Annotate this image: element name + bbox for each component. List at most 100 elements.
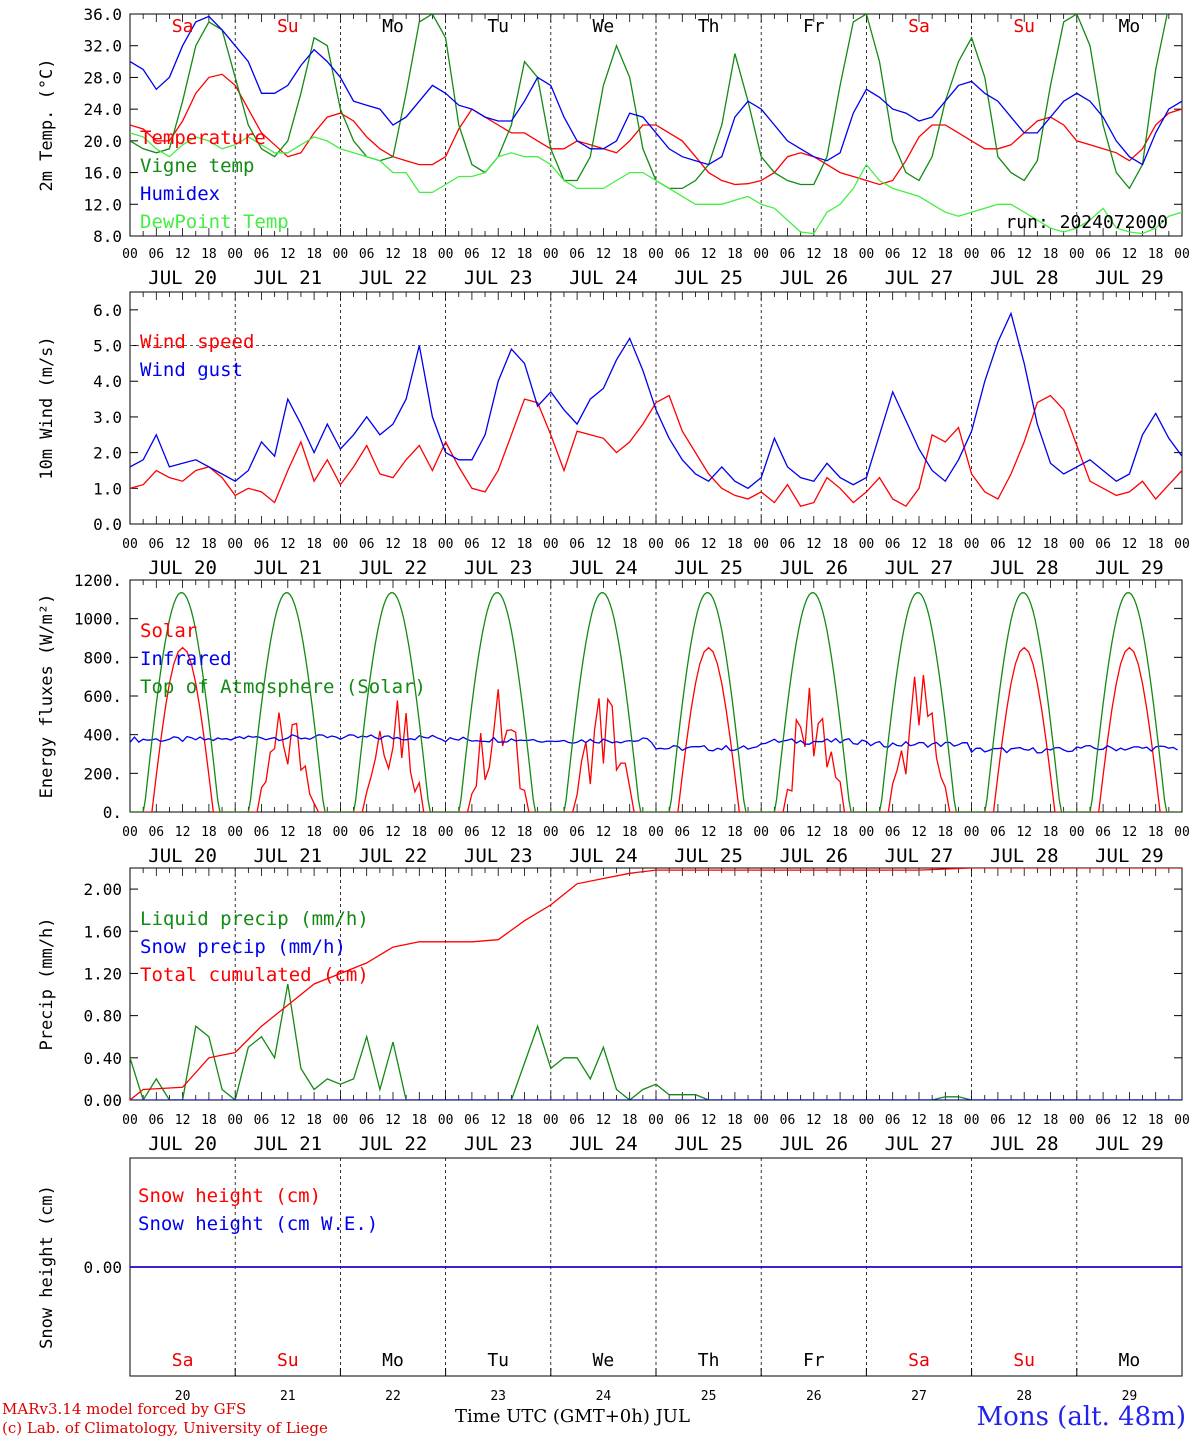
- y-tick-label: 36.0: [83, 5, 122, 24]
- y-tick-label: 0.00: [83, 1258, 122, 1277]
- date-label: JUL 26: [779, 557, 848, 579]
- date-label: JUL 22: [359, 557, 428, 579]
- hour-tick-label: 12: [280, 247, 296, 262]
- credit-line-1: MARv3.14 model forced by GFS: [2, 1400, 247, 1418]
- credit-line-2: (c) Lab. of Climatology, University of L…: [2, 1419, 328, 1437]
- y-tick-label: 800.: [83, 648, 122, 667]
- date-label: JUL 21: [253, 557, 322, 579]
- date-label: JUL 25: [674, 845, 743, 867]
- hour-tick-label: 12: [490, 537, 506, 552]
- y-axis-label: 10m Wind (m/s): [37, 336, 57, 479]
- hour-tick-label: 00: [543, 1113, 559, 1128]
- hour-tick-label: 00: [859, 1113, 875, 1128]
- hour-tick-label: 12: [911, 825, 927, 840]
- legend-entry: Vigne temp: [140, 155, 254, 177]
- hour-tick-label: 12: [1122, 537, 1138, 552]
- hour-tick-label: 18: [306, 825, 322, 840]
- hour-tick-label: 12: [175, 1113, 191, 1128]
- y-tick-label: 32.0: [83, 37, 122, 56]
- hour-tick-label: 00: [1174, 247, 1190, 262]
- day-number-label: 22: [385, 1389, 401, 1404]
- hour-tick-label: 00: [543, 825, 559, 840]
- hour-tick-label: 00: [438, 537, 454, 552]
- hour-tick-label: 18: [517, 537, 533, 552]
- hour-tick-label: 06: [359, 537, 375, 552]
- hour-tick-label: 00: [859, 247, 875, 262]
- weekday-label: Su: [277, 1350, 299, 1371]
- hour-tick-label: 06: [569, 825, 585, 840]
- hour-tick-label: 12: [1016, 1113, 1032, 1128]
- hour-tick-label: 00: [964, 825, 980, 840]
- date-label: JUL 23: [464, 1133, 533, 1155]
- hour-tick-label: 18: [1148, 825, 1164, 840]
- hour-tick-label: 18: [937, 247, 953, 262]
- y-tick-label: 5.0: [93, 337, 122, 356]
- hour-tick-label: 12: [911, 247, 927, 262]
- hour-tick-label: 12: [596, 247, 612, 262]
- series-line: [130, 132, 1182, 235]
- legend-entry: Liquid precip (mm/h): [140, 908, 369, 930]
- hour-tick-label: 00: [333, 1113, 349, 1128]
- hour-tick-label: 06: [254, 825, 270, 840]
- hour-tick-label: 12: [806, 247, 822, 262]
- hour-tick-label: 00: [333, 537, 349, 552]
- panel-precip: 0.00 0.40 0.80 1.20 1.60 2.00 Precip (mm/h) 00 0…: [37, 867, 1190, 1155]
- hour-tick-label: 12: [280, 537, 296, 552]
- legend-entry: Total cumulated (cm): [140, 964, 369, 986]
- hour-tick-label: 18: [622, 537, 638, 552]
- hour-tick-label: 00: [122, 1113, 138, 1128]
- date-label: JUL 23: [464, 267, 533, 289]
- date-label: JUL 28: [990, 845, 1059, 867]
- series-group: [130, 868, 1182, 1100]
- date-label: JUL 21: [253, 267, 322, 289]
- hour-tick-label: 12: [911, 1113, 927, 1128]
- date-label: JUL 28: [990, 267, 1059, 289]
- series-line: [130, 311, 1182, 490]
- hour-tick-label: 12: [701, 825, 717, 840]
- hour-tick-label: 18: [727, 825, 743, 840]
- y-tick-label: 24.0: [83, 100, 122, 119]
- hour-tick-label: 12: [596, 1113, 612, 1128]
- hour-tick-label: 18: [832, 537, 848, 552]
- hour-tick-label: 18: [1043, 1113, 1059, 1128]
- hour-tick-label: 06: [780, 247, 796, 262]
- hour-tick-label: 12: [1122, 247, 1138, 262]
- date-label: JUL 26: [779, 1133, 848, 1155]
- hour-tick-label: 06: [148, 825, 164, 840]
- date-label: JUL 24: [569, 267, 638, 289]
- date-label: JUL 27: [885, 557, 954, 579]
- hour-tick-label: 18: [411, 247, 427, 262]
- hour-tick-label: 00: [859, 825, 875, 840]
- hour-tick-label: 00: [859, 537, 875, 552]
- hour-tick-label: 06: [885, 247, 901, 262]
- series-line: [130, 73, 1182, 186]
- y-tick-label: 0.: [103, 803, 122, 822]
- y-tick-label: 3.0: [93, 408, 122, 427]
- weekday-label: Tu: [487, 1350, 509, 1371]
- hour-tick-label: 06: [359, 1113, 375, 1128]
- day-number-label: 21: [280, 1389, 296, 1404]
- y-tick-label: 0.00: [83, 1091, 122, 1110]
- day-number-label: 20: [175, 1389, 191, 1404]
- hour-tick-label: 06: [254, 537, 270, 552]
- hour-tick-label: 18: [1148, 247, 1164, 262]
- hour-tick-label: 00: [1069, 1113, 1085, 1128]
- hour-tick-label: 18: [411, 537, 427, 552]
- hour-tick-label: 06: [1095, 825, 1111, 840]
- y-tick-label: 200.: [83, 764, 122, 783]
- hour-tick-label: 00: [753, 825, 769, 840]
- hour-tick-label: 06: [254, 247, 270, 262]
- series-line: [130, 15, 1182, 166]
- hour-tick-label: 00: [122, 247, 138, 262]
- run-label: run: 2024072000: [1005, 212, 1168, 233]
- hour-tick-label: 12: [490, 1113, 506, 1128]
- weekday-label: Su: [277, 16, 299, 37]
- hour-tick-label: 18: [1043, 247, 1059, 262]
- hour-tick-label: 18: [306, 247, 322, 262]
- panel-snow: 0.00 Snow height (cm) Snow height (cm) Snow…: [37, 1157, 1183, 1404]
- hour-tick-label: 12: [911, 537, 927, 552]
- weekday-label: Sa: [172, 16, 194, 37]
- hour-tick-label: 06: [885, 537, 901, 552]
- hour-tick-label: 18: [622, 247, 638, 262]
- hour-tick-label: 00: [227, 825, 243, 840]
